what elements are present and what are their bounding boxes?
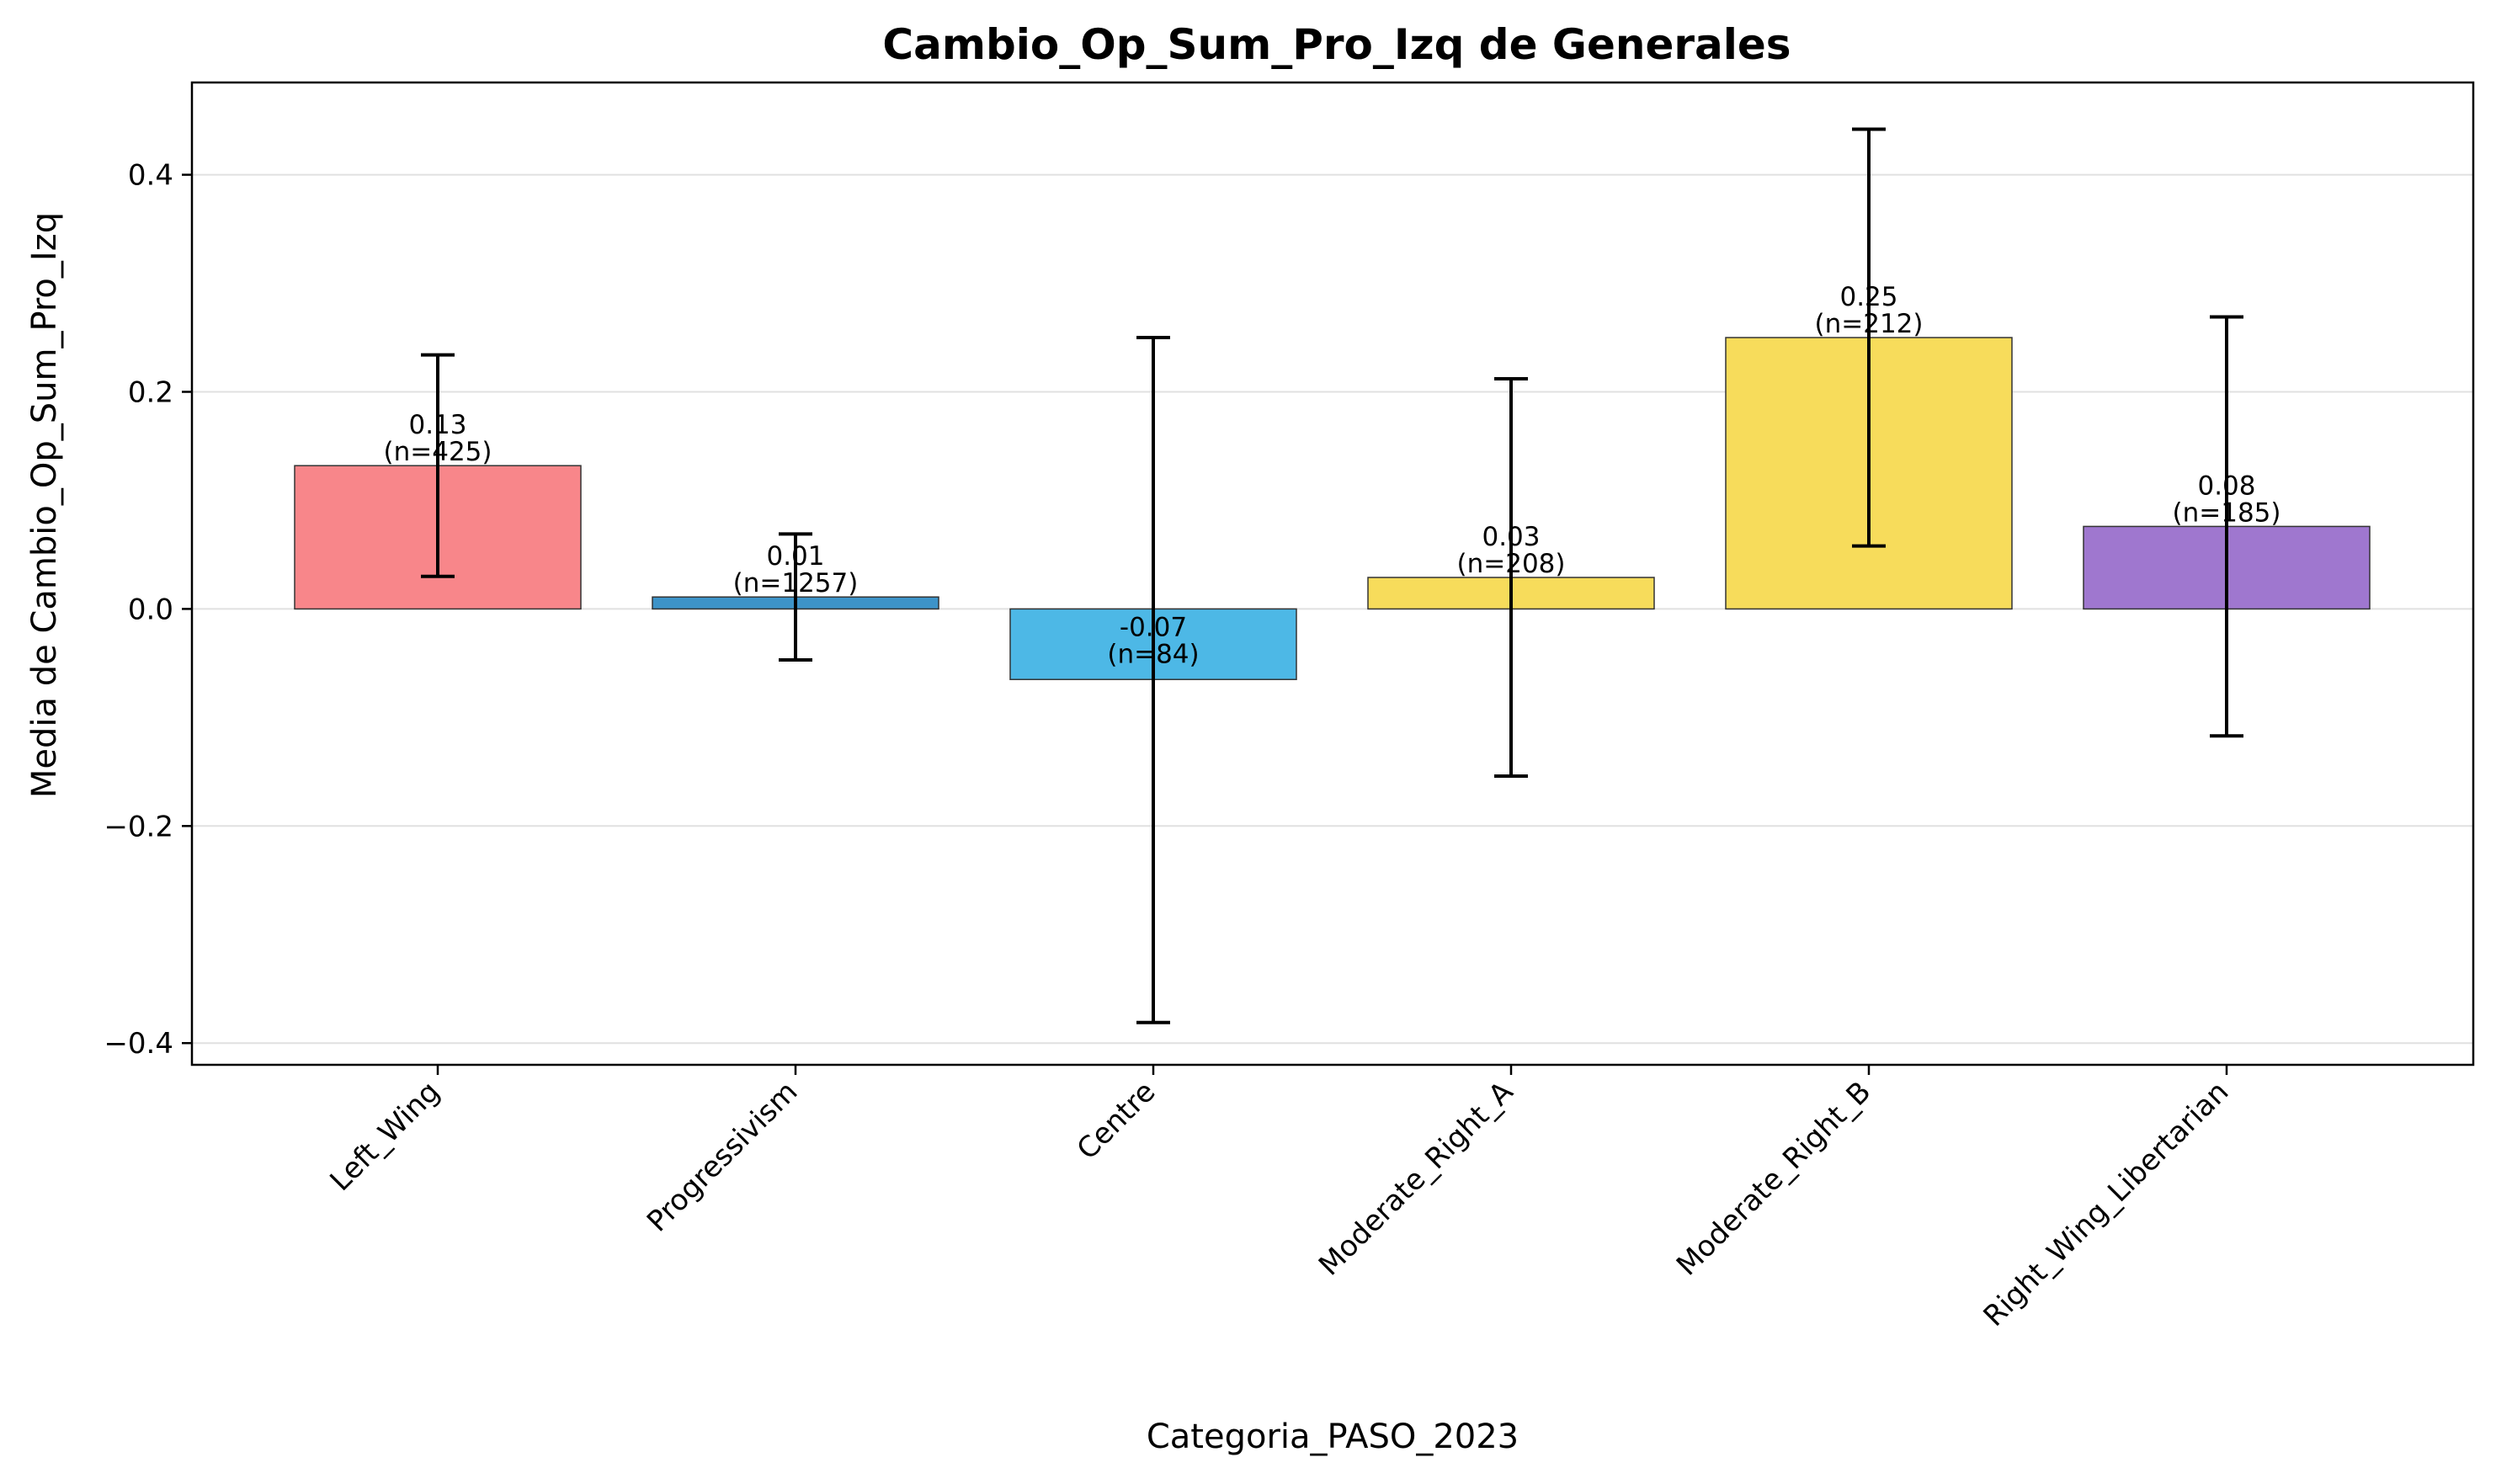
bar-value-label: 0.03: [1482, 522, 1540, 552]
chart-title: Cambio_Op_Sum_Pro_Izq de Generales: [882, 20, 1791, 69]
x-axis: Left_Wing Progressivism Centre Moderate_Rig…: [323, 1065, 2235, 1333]
x-tick-label: Right_Wing_Libertarian: [1977, 1075, 2236, 1333]
bar-labels: (n=425)0.13 (n=1257)0.01 (n=84)-0.07 (n=208…: [384, 282, 2281, 669]
bar-count-label: (n=208): [1457, 549, 1566, 579]
y-tick-label: −0.2: [104, 810, 173, 843]
bar-value-label: 0.13: [408, 410, 466, 440]
x-tick-label: Progressivism: [641, 1075, 804, 1238]
bar-count-label: (n=425): [384, 437, 492, 467]
x-tick-label: Centre: [1071, 1075, 1163, 1167]
y-tick-label: 0.4: [128, 159, 173, 193]
bar-value-label: 0.01: [766, 541, 824, 572]
plot-frame: [190, 81, 2475, 1066]
y-tick-label: 0.2: [128, 376, 173, 410]
x-tick-label: Moderate_Right_A: [1312, 1075, 1519, 1282]
bar-value-label: 0.25: [1839, 282, 1897, 312]
bar-count-label: (n=1257): [733, 568, 859, 598]
y-tick-label: −0.4: [104, 1027, 173, 1061]
y-axis-label: Media de Cambio_Op_Sum_Pro_Izq: [25, 212, 64, 798]
error-bars: [421, 127, 2243, 1024]
x-axis-label: Categoria_PASO_2023: [1147, 1418, 1519, 1456]
bar-value-label: -0.07: [1120, 612, 1187, 642]
bar-value-label: 0.08: [2197, 471, 2255, 501]
y-axis: −0.4 −0.2 0.0 0.2 0.4: [104, 159, 192, 1061]
bar-count-label: (n=84): [1107, 639, 1199, 669]
bars: [294, 337, 2371, 680]
y-tick-label: 0.0: [128, 593, 173, 626]
bar-count-label: (n=212): [1815, 309, 1924, 339]
x-tick-label: Moderate_Right_B: [1670, 1075, 1877, 1282]
x-tick-label: Left_Wing: [323, 1075, 446, 1198]
bar-count-label: (n=185): [2173, 497, 2281, 528]
